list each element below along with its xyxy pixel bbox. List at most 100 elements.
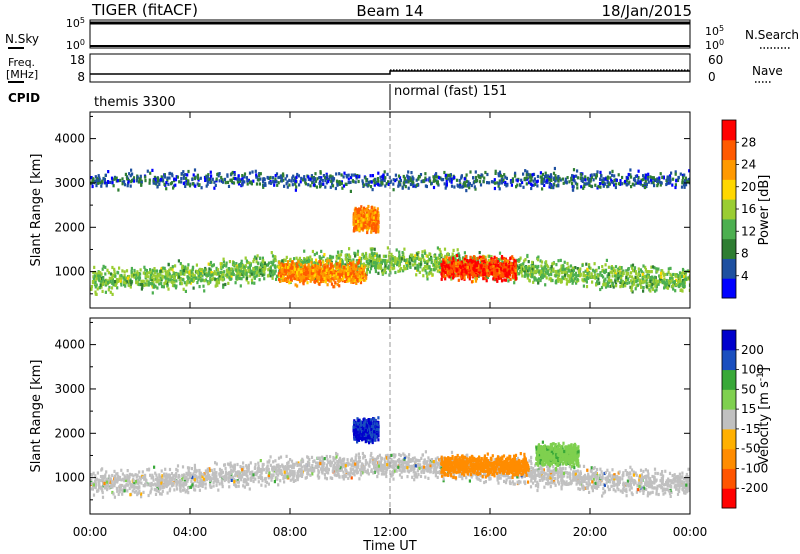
range-gate-cell [360, 257, 363, 261]
range-gate-cell [572, 268, 575, 273]
range-gate-cell [327, 259, 330, 264]
range-gate-cell [168, 268, 171, 272]
range-gate-cell [514, 269, 517, 273]
range-gate-cell [526, 254, 529, 259]
range-gate-cell [271, 254, 275, 258]
range-gate-cell [624, 284, 627, 288]
range-gate-cell [638, 273, 642, 277]
range-gate-cell [563, 260, 566, 264]
range-gate-cell [490, 180, 494, 184]
range-gate-cell [113, 267, 116, 271]
range-gate-cell [259, 256, 262, 260]
range-gate-cell [351, 264, 354, 268]
range-gate-cell [113, 269, 116, 273]
range-gate-cell [514, 274, 517, 278]
range-gate-cell [541, 267, 544, 271]
range-gate-cell [355, 267, 358, 271]
range-gate-cell [308, 267, 311, 271]
range-gate-cell [622, 271, 625, 275]
range-gate-cell [355, 264, 358, 268]
range-gate-cell [108, 285, 111, 290]
range-gate-cell [370, 217, 373, 221]
range-gate-cell [212, 263, 215, 267]
range-gate-cell [303, 277, 306, 281]
range-gate-cell [360, 264, 363, 268]
range-gate-cell [237, 269, 241, 273]
range-gate-cell [360, 277, 363, 281]
range-gate-cell [418, 270, 421, 274]
range-gate-cell [423, 258, 426, 262]
range-gate-cell [142, 271, 145, 275]
range-gate-cell [482, 264, 485, 268]
range-gate-cell [423, 260, 427, 264]
range-gate-cell [477, 268, 480, 272]
range-gate-cell [414, 266, 417, 270]
range-gate-cell [374, 211, 377, 215]
range-gate-cell [102, 264, 105, 268]
range-gate-cell [104, 283, 107, 287]
range-gate-cell [500, 271, 503, 275]
range-gate-cell [185, 179, 188, 183]
range-gate-cell [613, 174, 616, 178]
range-gate-cell [372, 209, 375, 214]
range-gate-cell [185, 283, 188, 287]
range-gate-cell [494, 169, 497, 173]
range-gate-cell [649, 289, 652, 293]
range-gate-cell [228, 260, 231, 264]
range-gate-cell [349, 269, 352, 273]
range-gate-cell [109, 180, 112, 184]
range-gate-cell [147, 271, 150, 275]
range-gate-cell [357, 214, 360, 218]
range-gate-cell [478, 255, 482, 259]
range-gate-cell [339, 266, 342, 270]
range-gate-cell [149, 282, 152, 286]
range-gate-cell [152, 277, 156, 281]
range-gate-cell [332, 269, 335, 273]
range-gate-cell [201, 274, 204, 278]
range-gate-cell [222, 272, 225, 277]
range-gate-cell [480, 264, 483, 268]
range-gate-cell [586, 271, 589, 275]
range-gate-cell [477, 260, 480, 264]
range-gate-cell [366, 222, 369, 226]
range-gate-cell [628, 281, 631, 285]
range-gate-cell [151, 276, 154, 280]
range-gate-cell [414, 259, 417, 263]
range-gate-cell [175, 284, 178, 288]
range-gate-cell [374, 230, 377, 234]
range-gate-cell [325, 278, 328, 282]
nsearch-tick-top: 105 [705, 24, 724, 38]
range-gate-cell [177, 259, 180, 263]
range-gate-cell [634, 275, 637, 279]
range-gate-cell [425, 254, 428, 258]
range-gate-cell [415, 273, 418, 277]
range-gate-cell [566, 261, 569, 266]
range-gate-cell [674, 183, 677, 187]
range-gate-cell [552, 267, 555, 271]
range-gate-cell [369, 267, 373, 271]
range-gate-cell [416, 252, 419, 256]
range-gate-cell [415, 178, 418, 182]
range-gate-cell [519, 256, 522, 260]
range-gate-cell [423, 264, 427, 268]
range-gate-cell [329, 254, 332, 258]
range-gate-cell [390, 262, 393, 266]
range-gate-cell [100, 181, 104, 185]
range-gate-cell [355, 281, 358, 285]
range-gate-cell [660, 275, 663, 279]
range-gate-cell [238, 276, 241, 281]
range-gate-cell [279, 263, 282, 267]
range-gate-cell [356, 273, 359, 277]
nsearch-tick-bottom: 100 [705, 38, 724, 52]
range-gate-cell [310, 277, 313, 281]
range-gate-cell [544, 270, 547, 274]
range-gate-cell [633, 266, 637, 270]
range-gate-cell [161, 270, 164, 274]
range-gate-cell [684, 273, 687, 277]
range-gate-cell [490, 255, 493, 259]
range-gate-cell [187, 263, 190, 267]
range-gate-cell [358, 270, 361, 274]
range-gate-cell [418, 262, 421, 266]
range-gate-cell [616, 269, 619, 273]
range-gate-cell [456, 262, 459, 266]
